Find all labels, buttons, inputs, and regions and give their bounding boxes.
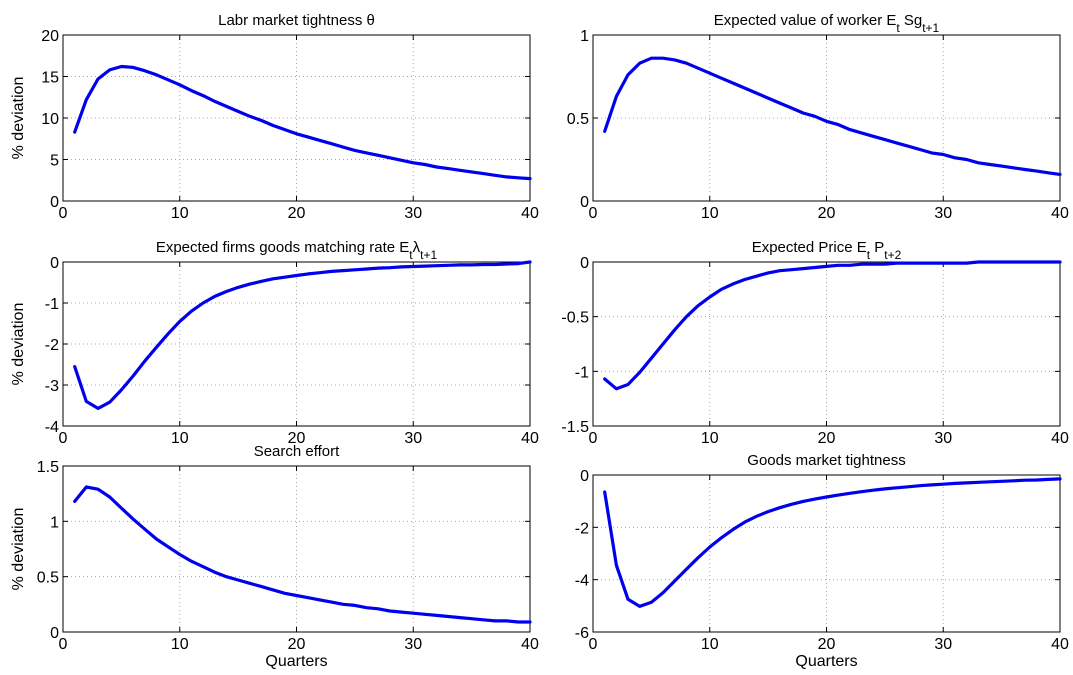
x-tick-label: 40: [521, 430, 539, 447]
y-tick-label: 1: [580, 28, 589, 45]
panel-1: 0 10 20 30 40 0 5 10 15 20 Labr market tightness θ…: [10, 12, 539, 222]
y-tick-label: 5: [50, 153, 59, 170]
y-tick-label: -4: [575, 573, 589, 590]
x-tick-label: 40: [1051, 430, 1069, 447]
y-tick-label: -3: [45, 378, 59, 395]
y-axis-label: % deviation: [10, 77, 27, 160]
y-tick-label: -2: [45, 337, 59, 354]
x-tick-label: 20: [288, 430, 306, 447]
y-axis-label: % deviation: [10, 508, 27, 591]
y-tick-label: 20: [41, 28, 59, 45]
x-tick-label: 30: [404, 205, 422, 222]
x-tick-label: 10: [171, 430, 189, 447]
y-tick-label: -0.5: [561, 310, 589, 327]
x-tick-label: 30: [404, 636, 422, 653]
y-tick-label: 0: [50, 255, 59, 272]
y-axis-label: % deviation: [10, 303, 27, 386]
y-tick-label: 10: [41, 111, 59, 128]
chart-title: Search effort: [254, 443, 340, 460]
y-tick-label: 0.5: [567, 111, 589, 128]
x-tick-label: 30: [934, 205, 952, 222]
y-tick-label: -6: [575, 625, 589, 642]
series-line: [603, 56, 1062, 176]
y-tick-label: -1: [575, 364, 589, 381]
y-tick-label: 1: [50, 514, 59, 531]
y-tick-label: -1.5: [561, 419, 589, 436]
y-tick-label: 15: [41, 70, 59, 87]
series-line: [603, 260, 1062, 391]
chart-title: Expected firms goods matching rate Etλt+…: [156, 239, 438, 262]
chart-title: Expected value of worker Et Sgt+1: [714, 12, 940, 35]
x-tick-label: 40: [1051, 636, 1069, 653]
x-tick-label: 0: [589, 205, 598, 222]
series-line: [73, 260, 532, 410]
panel-4: 0 10 20 30 40 -1.5 -1 -0.5 0 Expected Price Et Pt…: [561, 239, 1069, 447]
panel-6: 0 10 20 30 40 -6 -4 -2 0 Goods market tightness Qu…: [575, 452, 1069, 670]
x-tick-label: 10: [701, 636, 719, 653]
x-tick-label: 20: [818, 430, 836, 447]
x-axis-label: Quarters: [265, 653, 327, 670]
y-tick-label: -1: [45, 296, 59, 313]
x-tick-label: 20: [288, 205, 306, 222]
x-tick-label: 0: [589, 430, 598, 447]
x-tick-label: 0: [59, 430, 68, 447]
x-tick-label: 20: [288, 636, 306, 653]
x-tick-label: 40: [1051, 205, 1069, 222]
x-axis-label: Quarters: [795, 653, 857, 670]
x-tick-label: 20: [818, 636, 836, 653]
x-tick-label: 30: [404, 430, 422, 447]
panel-3: 0 10 20 30 40 -4 -3 -2 -1 0 Expected firms goods m…: [10, 239, 539, 447]
series-line: [73, 64, 532, 181]
x-tick-label: 10: [701, 205, 719, 222]
chart-title: Goods market tightness: [747, 452, 905, 469]
series-line: [73, 485, 532, 624]
y-tick-label: -2: [575, 520, 589, 537]
chart-title: Labr market tightness θ: [218, 12, 375, 29]
y-tick-label: 0.5: [37, 570, 59, 587]
series-line: [603, 477, 1062, 609]
x-tick-label: 0: [59, 205, 68, 222]
y-tick-label: 0: [580, 255, 589, 272]
x-tick-label: 0: [589, 636, 598, 653]
y-tick-label: 0: [50, 194, 59, 211]
x-tick-label: 0: [59, 636, 68, 653]
y-tick-label: 0: [580, 468, 589, 485]
panel-5: 0 10 20 30 40 0 0.5 1 1.5 Search effort % deviatio…: [10, 443, 539, 670]
chart-title: Expected Price Et Pt+2: [752, 239, 902, 262]
x-tick-label: 30: [934, 636, 952, 653]
panel-2: 0 10 20 30 40 0 0.5 1 Expected value of worker E…: [567, 12, 1069, 222]
y-tick-label: 0: [50, 625, 59, 642]
y-tick-label: -4: [45, 419, 59, 436]
x-tick-label: 10: [171, 205, 189, 222]
x-tick-label: 30: [934, 430, 952, 447]
x-tick-label: 10: [171, 636, 189, 653]
x-tick-label: 10: [701, 430, 719, 447]
x-tick-label: 40: [521, 205, 539, 222]
y-tick-label: 1.5: [37, 459, 59, 476]
x-tick-label: 40: [521, 636, 539, 653]
x-tick-label: 20: [818, 205, 836, 222]
y-tick-label: 0: [580, 194, 589, 211]
